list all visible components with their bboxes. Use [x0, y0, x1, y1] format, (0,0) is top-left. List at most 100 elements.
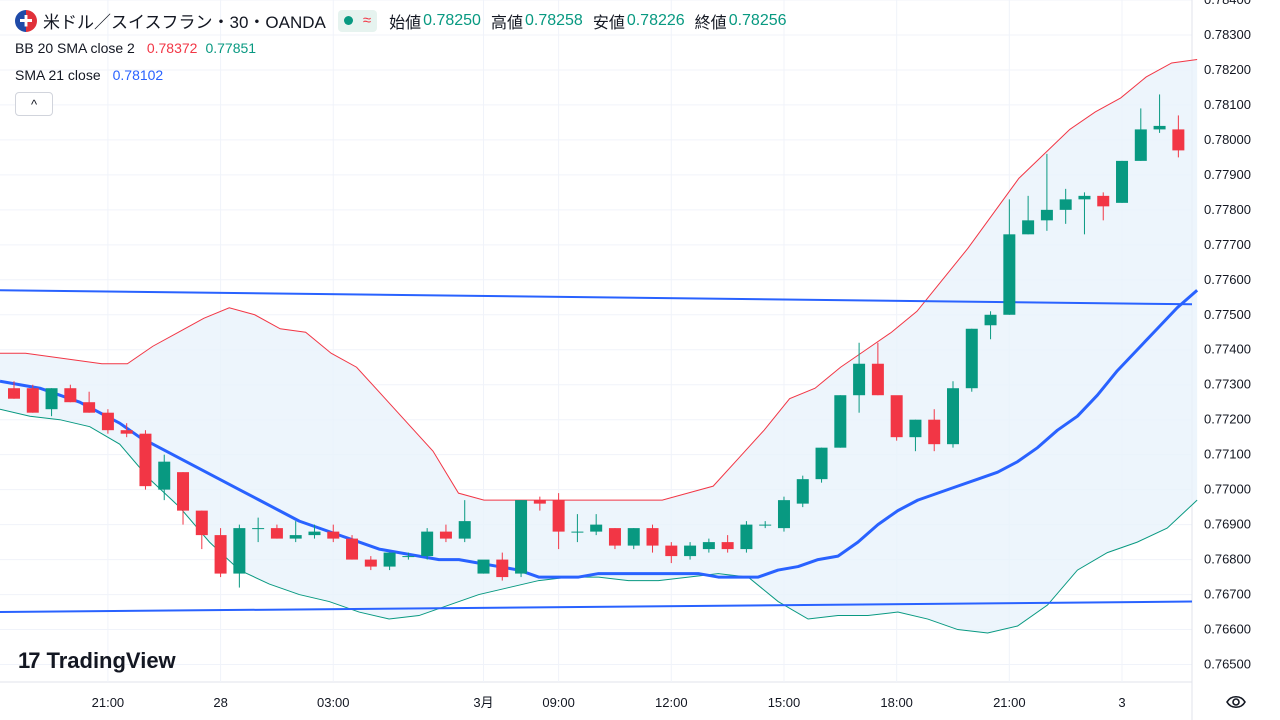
candle	[26, 384, 39, 413]
collapse-legend-button[interactable]: ^	[15, 92, 53, 116]
candle	[759, 521, 772, 529]
bollinger-band-fill	[0, 59, 1198, 634]
candle	[965, 328, 978, 392]
bb-indicator-name[interactable]: BB 20 SMA close 2	[15, 40, 135, 56]
candle-body	[158, 461, 171, 490]
time-tick-label: 15:00	[768, 695, 801, 710]
time-tick-label: 21:00	[993, 695, 1026, 710]
candle	[421, 528, 434, 560]
price-tick-label: 0.78400	[1204, 0, 1251, 7]
candle	[947, 381, 959, 448]
candle	[740, 521, 753, 553]
candle-body	[101, 412, 114, 431]
price-tick-label: 0.76600	[1204, 622, 1251, 637]
candle	[270, 524, 283, 539]
candle	[665, 542, 678, 564]
sma-indicator-name[interactable]: SMA 21 close	[15, 67, 101, 83]
bb-lower-value: 0.77851	[205, 40, 257, 56]
candle-body	[590, 524, 603, 532]
candle	[684, 542, 697, 560]
candle-body	[1078, 195, 1091, 200]
sma-line	[0, 289, 1199, 579]
price-tick-label: 0.77400	[1204, 342, 1251, 357]
price-axis[interactable]: 0.78400 0.78300 0.78200 0.78100 0.78000 0.779…	[1204, 0, 1251, 672]
candle	[1116, 160, 1129, 203]
candle-body	[252, 528, 265, 530]
symbol-title[interactable]: 米ドル／スイスフラン・30・OANDA	[43, 13, 326, 32]
candle-body	[364, 559, 377, 567]
candle	[815, 447, 828, 483]
time-axis[interactable]: 21:00 28 03:00 3月 09:00 12:00 15:00 18:00 21:00 3	[92, 695, 1126, 710]
candle-body	[1172, 129, 1185, 151]
chevron-up-icon: ^	[30, 96, 38, 112]
close-label: 終値	[694, 14, 727, 32]
candle-body	[1003, 234, 1016, 315]
candle-body	[327, 531, 340, 539]
time-tick-label: 18:00	[880, 695, 913, 710]
candle	[308, 524, 321, 539]
candle	[458, 500, 471, 543]
bb-fill-area	[0, 59, 1198, 634]
sma-value: 0.78102	[112, 67, 164, 83]
bb-indicator-row[interactable]: BB 20 SMA close 2 0.78372 0.77851	[15, 40, 256, 56]
candle	[909, 419, 922, 452]
bb-upper-value: 0.78372	[146, 40, 198, 56]
price-tick-label: 0.78200	[1204, 62, 1251, 77]
price-tick-label: 0.77700	[1204, 237, 1251, 252]
candle	[101, 409, 114, 434]
candle	[796, 475, 809, 508]
candle-body	[233, 528, 246, 574]
candle-body	[83, 402, 96, 413]
candle-body	[740, 524, 753, 550]
trendline	[0, 600, 1193, 614]
price-tick-label: 0.78300	[1204, 27, 1251, 42]
time-tick-label: 09:00	[542, 695, 575, 710]
candle-body	[759, 524, 772, 526]
candle-body	[646, 528, 659, 546]
tradingview-logo[interactable]: 17 TradingView	[18, 648, 176, 674]
candle-body	[477, 559, 490, 574]
candle-body	[439, 531, 452, 539]
usd-chf-flag-icon	[15, 9, 37, 32]
time-tick-label: 12:00	[655, 695, 688, 710]
candle	[777, 496, 790, 532]
market-status-pill[interactable]: ≈	[337, 9, 378, 32]
price-tick-label: 0.77800	[1204, 202, 1251, 217]
low-label: 安値	[592, 14, 625, 32]
candle-body	[1116, 160, 1129, 203]
trendline	[0, 289, 1193, 306]
candle	[928, 409, 941, 452]
candle	[8, 381, 20, 399]
candle	[834, 395, 847, 448]
high-value: 0.78258	[524, 11, 583, 29]
candle-body	[871, 363, 884, 396]
time-tick-label: 3月	[473, 695, 493, 710]
sma-indicator-row[interactable]: SMA 21 close 0.78102	[15, 67, 163, 83]
candle-body	[139, 433, 152, 487]
candle	[646, 524, 659, 553]
candle	[120, 423, 133, 438]
candle	[571, 514, 584, 543]
bb-upper-line	[0, 58, 1198, 501]
candle	[1003, 199, 1016, 315]
candle-body	[421, 531, 434, 557]
candle	[64, 384, 77, 403]
candle-body	[402, 556, 415, 558]
candle	[984, 311, 997, 340]
candle	[195, 510, 208, 550]
price-tick-label: 0.77600	[1204, 272, 1251, 287]
low-value: 0.78226	[626, 11, 685, 29]
candle	[890, 395, 903, 441]
candle-body	[721, 542, 734, 550]
candle	[1040, 153, 1053, 231]
candle-body	[383, 552, 396, 567]
candle	[1078, 192, 1091, 235]
candle-body	[270, 528, 283, 539]
candlesticks	[8, 94, 1185, 588]
candle	[1172, 115, 1185, 158]
chart-settings-icon[interactable]	[1225, 692, 1247, 712]
close-value: 0.78256	[728, 11, 787, 29]
price-tick-label: 0.78100	[1204, 97, 1251, 112]
candle	[233, 524, 246, 588]
